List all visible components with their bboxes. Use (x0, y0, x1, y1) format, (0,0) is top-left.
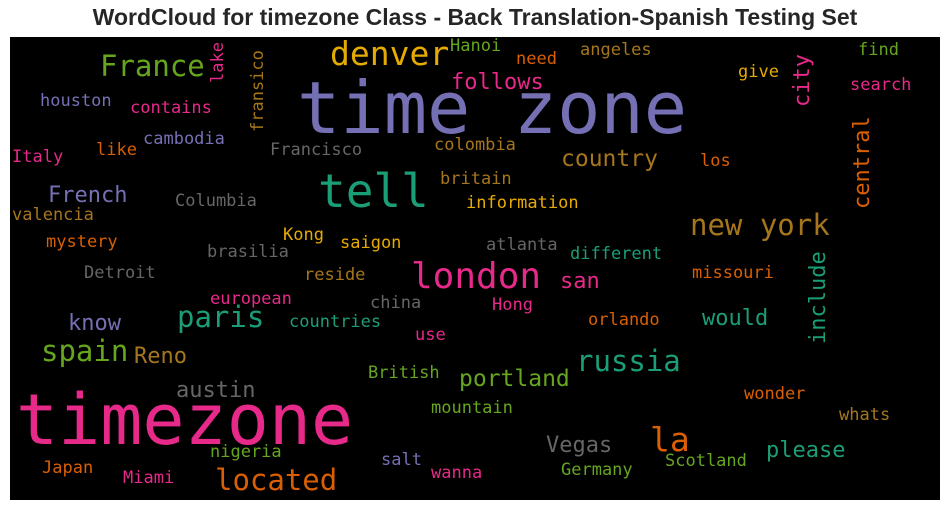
word-lake: lake (208, 42, 228, 83)
word-timezone: timezone (16, 379, 354, 461)
word-atlanta: atlanta (486, 235, 558, 255)
word-like: like (96, 140, 137, 160)
word-need: need (516, 49, 557, 69)
word-vegas: Vegas (546, 433, 613, 458)
word-britain: britain (440, 169, 512, 189)
word-china: china (370, 293, 422, 313)
word-cloud-canvas: time zone timezone tell london denver Fr… (10, 37, 940, 500)
word-missouri: missouri (692, 263, 774, 283)
word-francisco: Francisco (270, 140, 363, 160)
word-paris: paris (177, 300, 265, 334)
word-wonder: wonder (744, 384, 806, 404)
word-give: give (738, 62, 779, 82)
word-european: european (210, 289, 292, 309)
word-denver: denver (330, 37, 450, 73)
word-please: please (766, 438, 846, 463)
word-reno: Reno (134, 344, 187, 369)
word-find: find (858, 40, 899, 60)
word-spain: spain (41, 334, 129, 368)
word-different: different (570, 244, 663, 264)
word-contains: contains (130, 98, 212, 118)
word-would: would (702, 306, 769, 331)
word-search: search (850, 75, 912, 95)
word-kong: Kong (283, 225, 324, 245)
word-austin: austin (176, 378, 256, 403)
word-mountain: mountain (431, 398, 513, 418)
word-hong: Hong (492, 295, 533, 315)
word-france: France (100, 49, 205, 83)
word-detroit: Detroit (84, 263, 156, 283)
chart-title: WordCloud for timezone Class - Back Tran… (92, 4, 858, 30)
word-new-york: new york (690, 208, 830, 242)
word-germany: Germany (561, 460, 633, 480)
word-london: london (411, 256, 542, 297)
word-french: French (48, 183, 128, 208)
word-hanoi: Hanoi (450, 37, 502, 56)
word-use: use (415, 325, 446, 345)
word-la: la (650, 420, 690, 459)
word-whats: whats (839, 405, 891, 425)
word-miami: Miami (123, 468, 175, 488)
word-angeles: angeles (580, 40, 652, 60)
word-central: central (850, 116, 875, 209)
word-columbia: Columbia (175, 191, 257, 211)
word-russia: russia (576, 344, 681, 378)
word-fransico: fransico (248, 50, 268, 132)
word-brasilia: brasilia (207, 242, 289, 262)
word-orlando: orlando (588, 310, 660, 330)
word-mystery: mystery (46, 232, 118, 252)
word-cambodia: cambodia (143, 129, 225, 149)
word-los: los (700, 151, 731, 171)
word-reside: reside (304, 265, 366, 285)
word-country: country (561, 146, 658, 172)
word-time-zone: time zone (297, 66, 688, 150)
word-city: city (790, 54, 815, 107)
word-nigeria: nigeria (210, 442, 282, 462)
word-salt: salt (381, 450, 422, 470)
word-british: British (368, 363, 440, 383)
word-information: information (466, 193, 579, 213)
word-scotland: Scotland (665, 451, 747, 471)
word-countries: countries (289, 312, 382, 332)
word-wanna: wanna (431, 463, 483, 483)
word-portland: portland (459, 366, 570, 392)
word-tell: tell (318, 164, 429, 218)
word-valencia: valencia (12, 205, 94, 225)
word-know: know (68, 311, 121, 336)
word-italy: Italy (12, 147, 64, 167)
word-san: san (560, 269, 600, 294)
word-located: located (215, 463, 338, 497)
word-houston: houston (40, 91, 112, 111)
word-include: include (806, 251, 831, 344)
word-colombia: colombia (434, 135, 516, 155)
word-saigon: saigon (340, 233, 402, 253)
word-japan: Japan (42, 458, 94, 478)
word-follows: follows (451, 70, 544, 95)
